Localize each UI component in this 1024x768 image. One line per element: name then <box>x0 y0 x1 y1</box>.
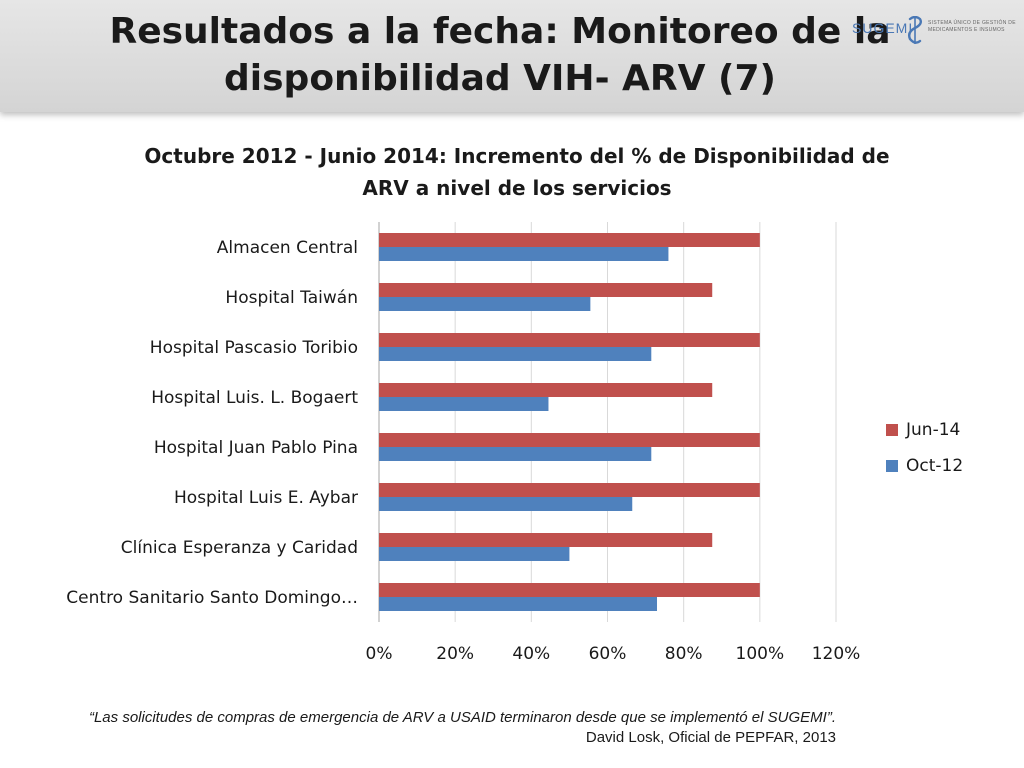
category-label: Hospital Taiwán <box>225 288 358 308</box>
bar-oct12-1 <box>379 297 591 311</box>
x-tick-label: 40% <box>512 644 550 664</box>
x-tick-label: 80% <box>665 644 703 664</box>
bar-oct12-6 <box>379 547 570 561</box>
bar-jun14-7 <box>379 583 760 597</box>
quote-attribution: David Losk, Oficial de PEPFAR, 2013 <box>585 729 836 746</box>
logo-subtitle: SISTEMA ÚNICO DE GESTIÓN DE MEDICAMENTOS… <box>928 20 1016 33</box>
category-label: Clínica Esperanza y Caridad <box>121 538 358 558</box>
category-label: Hospital Luis E. Aybar <box>174 488 358 508</box>
title-band <box>0 0 1024 112</box>
sugemi-logo: SUGEMI SISTEMA ÚNICO DE GESTIÓN DE MEDIC… <box>852 16 1022 48</box>
logo-emblem-icon <box>907 16 923 44</box>
category-label: Almacen Central <box>217 238 358 258</box>
chart-title: Octubre 2012 - Junio 2014: Incremento de… <box>144 144 890 200</box>
legend-swatch-oct12 <box>886 460 898 472</box>
quote-text: “Las solicitudes de compras de emergenci… <box>88 709 836 726</box>
legend-item-jun14: Jun-14 <box>886 412 963 448</box>
logo-wordmark: SUGEMI <box>852 20 914 36</box>
bar-oct12-0 <box>379 247 669 261</box>
bar-jun14-1 <box>379 283 713 297</box>
x-tick-label: 120% <box>812 644 861 664</box>
bar-jun14-6 <box>379 533 713 547</box>
category-label: Hospital Pascasio Toribio <box>150 338 358 358</box>
chart-legend: Jun-14 Oct-12 <box>886 412 963 484</box>
bar-oct12-7 <box>379 597 658 611</box>
bar-jun14-3 <box>379 383 713 397</box>
legend-swatch-jun14 <box>886 424 898 436</box>
category-label: Centro Sanitario Santo Domingo… <box>66 588 358 608</box>
legend-label-oct12: Oct-12 <box>906 456 964 476</box>
bar-jun14-2 <box>379 333 760 347</box>
bar-oct12-2 <box>379 347 652 361</box>
bar-oct12-5 <box>379 497 633 511</box>
bar-oct12-3 <box>379 397 549 411</box>
legend-label-jun14: Jun-14 <box>906 420 961 440</box>
slide-title: Resultados a la fecha: Monitoreo de la d… <box>109 11 891 99</box>
x-tick-label: 100% <box>736 644 785 664</box>
quote-block: “Las solicitudes de compras de emergenci… <box>60 708 836 748</box>
bar-oct12-4 <box>379 447 652 461</box>
bar-chart: Almacen Central Hospital Taiwán Hospital P… <box>66 222 861 664</box>
x-tick-label: 0% <box>366 644 393 664</box>
bar-jun14-5 <box>379 483 760 497</box>
legend-item-oct12: Oct-12 <box>886 448 963 484</box>
x-tick-label: 20% <box>436 644 474 664</box>
bar-jun14-4 <box>379 433 760 447</box>
bar-jun14-0 <box>379 233 760 247</box>
x-tick-label: 60% <box>589 644 627 664</box>
category-label: Hospital Juan Pablo Pina <box>154 438 358 458</box>
category-label: Hospital Luis. L. Bogaert <box>151 388 358 408</box>
